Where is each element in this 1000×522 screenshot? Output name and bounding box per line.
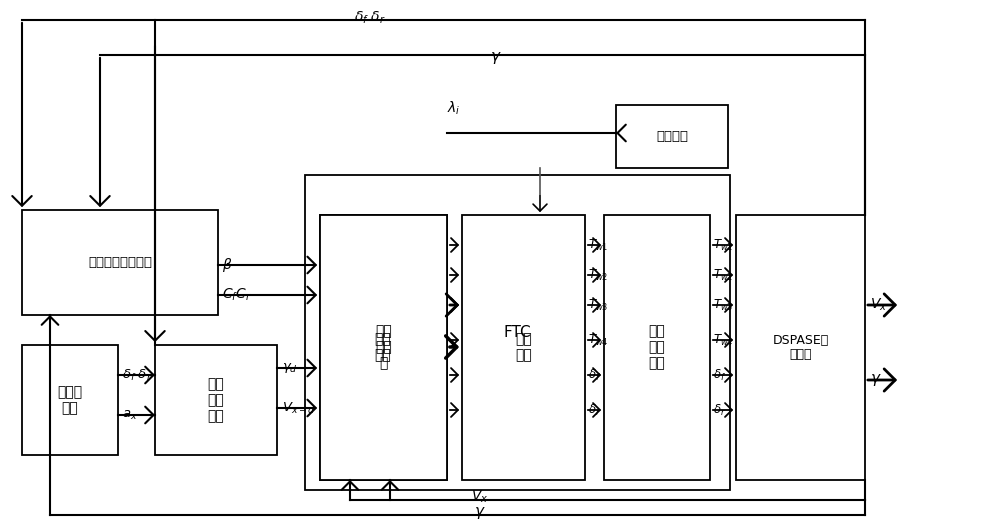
- Text: 故障诊断: 故障诊断: [656, 130, 688, 143]
- Text: $\gamma_d$: $\gamma_d$: [282, 361, 298, 375]
- Text: DSPASE车
辆模型: DSPASE车 辆模型: [772, 334, 829, 362]
- Text: $T_{w1}$: $T_{w1}$: [713, 238, 733, 253]
- Text: $V_{x-d}$: $V_{x-d}$: [282, 400, 316, 416]
- Text: 参考
车辆
模型: 参考 车辆 模型: [208, 377, 224, 423]
- Bar: [22, 210, 218, 315]
- Text: 上层
控制: 上层 控制: [375, 332, 391, 362]
- Text: $\delta_f$: $\delta_f$: [713, 367, 726, 383]
- Bar: [305, 175, 730, 490]
- Bar: [462, 215, 585, 480]
- Text: $T_{w3}$: $T_{w3}$: [713, 298, 733, 313]
- Text: $V_x$: $V_x$: [471, 489, 489, 505]
- Text: $T_{w1}$: $T_{w1}$: [588, 238, 608, 253]
- Text: $T_{w3}$: $T_{w3}$: [588, 298, 608, 313]
- Text: $\beta$: $\beta$: [222, 256, 232, 274]
- Text: 驾驶员
命令: 驾驶员 命令: [57, 385, 83, 415]
- Text: 下层
控制: 下层 控制: [515, 333, 532, 363]
- Text: $\delta_f$: $\delta_f$: [588, 367, 601, 383]
- Bar: [155, 345, 277, 455]
- Text: $V_x$: $V_x$: [870, 297, 887, 313]
- Text: $T_{w2}$: $T_{w2}$: [588, 267, 608, 282]
- Text: $T_{w2}$: $T_{w2}$: [713, 267, 733, 282]
- Text: FTC: FTC: [504, 325, 531, 340]
- Text: 上层
控制
制: 上层 控制 制: [375, 324, 392, 371]
- Text: $\gamma$: $\gamma$: [474, 505, 486, 521]
- Bar: [320, 215, 447, 480]
- Text: $\delta_r$: $\delta_r$: [588, 402, 601, 418]
- Text: $\lambda_i$: $\lambda_i$: [447, 99, 460, 117]
- Text: $C_f C_r$: $C_f C_r$: [222, 287, 252, 303]
- Text: $\gamma$: $\gamma$: [870, 372, 882, 388]
- Text: $T_{w4}$: $T_{w4}$: [713, 333, 734, 348]
- Bar: [22, 345, 118, 455]
- Text: 双扩展卡尔曼滤波: 双扩展卡尔曼滤波: [88, 256, 152, 269]
- Text: $\gamma$: $\gamma$: [490, 50, 502, 66]
- Text: $\delta_f$ $\delta_r$: $\delta_f$ $\delta_r$: [354, 10, 386, 26]
- Bar: [616, 105, 728, 168]
- Bar: [604, 215, 710, 480]
- Text: 轮毂
电机
控制: 轮毂 电机 控制: [649, 324, 665, 371]
- Bar: [320, 215, 447, 480]
- Bar: [736, 215, 865, 480]
- Text: $a_x$: $a_x$: [122, 408, 138, 422]
- Text: $\delta_f$ $\delta_r$: $\delta_f$ $\delta_r$: [122, 367, 152, 383]
- Text: $T_{w4}$: $T_{w4}$: [588, 333, 609, 348]
- Text: $\delta_r$: $\delta_r$: [713, 402, 726, 418]
